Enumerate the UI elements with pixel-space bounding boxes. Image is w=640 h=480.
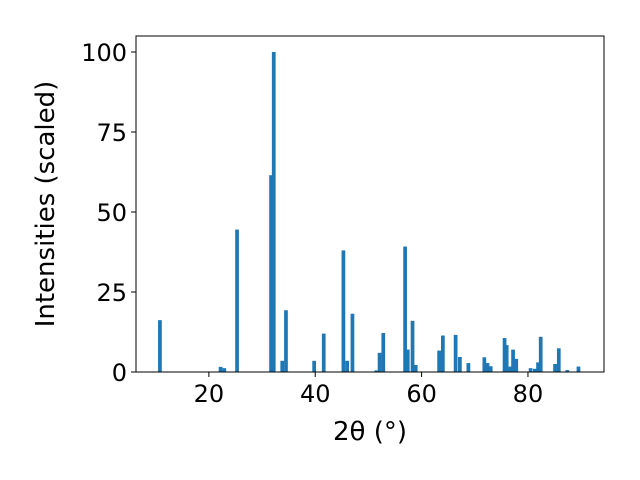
y-tick-label: 50 xyxy=(96,199,127,227)
x-ticks: 20 40 60 80 xyxy=(194,372,544,408)
bar xyxy=(482,357,487,372)
bar xyxy=(405,349,410,372)
bar xyxy=(576,366,581,372)
bar xyxy=(374,370,379,372)
bar xyxy=(271,52,276,372)
y-tick-label: 0 xyxy=(112,359,127,387)
y-ticks: 0 25 50 75 100 xyxy=(81,39,136,387)
bar xyxy=(528,368,533,372)
bar xyxy=(533,368,537,372)
bar xyxy=(158,320,162,372)
y-axis-label: Intensities (scaled) xyxy=(31,81,61,328)
bar xyxy=(458,356,462,372)
bar xyxy=(502,338,507,372)
bar xyxy=(511,349,515,372)
bar xyxy=(377,352,382,372)
x-tick-label: 40 xyxy=(300,380,331,408)
bar xyxy=(485,363,490,372)
bar xyxy=(350,313,355,372)
bar xyxy=(565,370,570,372)
bar xyxy=(222,368,227,372)
bar xyxy=(410,320,415,372)
x-tick-label: 60 xyxy=(406,380,437,408)
bar xyxy=(413,364,418,372)
bar xyxy=(341,250,346,372)
bar xyxy=(536,362,540,372)
bars-group xyxy=(158,52,581,372)
bar xyxy=(284,310,288,372)
bar xyxy=(466,363,471,372)
bar xyxy=(269,175,273,372)
bar xyxy=(321,333,326,372)
bar xyxy=(381,332,386,372)
bar xyxy=(403,246,407,372)
bar xyxy=(556,348,561,372)
bar xyxy=(312,360,317,372)
bar xyxy=(453,334,458,372)
x-tick-label: 80 xyxy=(513,380,544,408)
x-tick-label: 20 xyxy=(194,380,225,408)
bar xyxy=(218,366,223,372)
bar xyxy=(441,335,445,372)
bar xyxy=(280,360,285,372)
bar xyxy=(504,345,509,372)
plot-frame xyxy=(135,35,605,373)
bar xyxy=(538,336,543,372)
bar xyxy=(488,366,493,372)
y-tick-label: 75 xyxy=(96,119,127,147)
x-axis-label: 2θ (°) xyxy=(333,417,407,447)
bar xyxy=(345,360,349,372)
y-tick-label: 25 xyxy=(96,279,127,307)
y-tick-label: 100 xyxy=(81,39,127,67)
bar xyxy=(553,364,557,372)
bar xyxy=(514,358,519,372)
bar xyxy=(235,229,239,372)
bar xyxy=(508,366,513,372)
bar xyxy=(437,350,441,372)
